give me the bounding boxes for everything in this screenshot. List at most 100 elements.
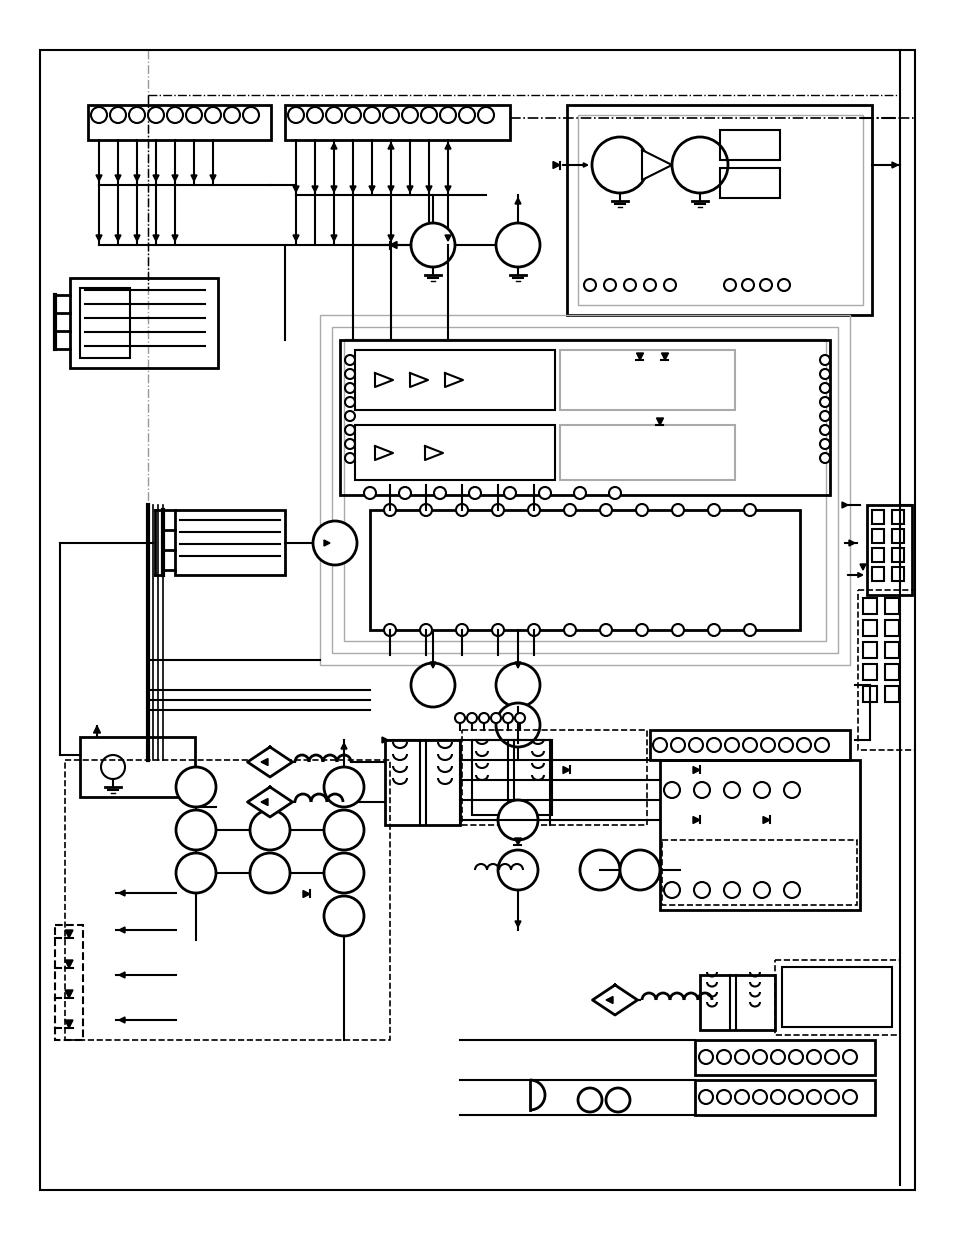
Circle shape <box>324 897 364 936</box>
Circle shape <box>491 713 500 722</box>
Circle shape <box>734 1091 748 1104</box>
Polygon shape <box>388 235 394 241</box>
Polygon shape <box>119 1016 125 1023</box>
Bar <box>649 730 849 760</box>
Bar <box>884 664 898 680</box>
Bar <box>891 529 903 543</box>
Circle shape <box>313 521 356 564</box>
Bar <box>720 130 780 161</box>
Circle shape <box>742 739 757 752</box>
Polygon shape <box>261 758 268 766</box>
Circle shape <box>599 504 612 516</box>
Circle shape <box>496 663 539 706</box>
Circle shape <box>205 107 221 124</box>
Bar <box>862 620 876 636</box>
Bar <box>720 168 780 198</box>
Polygon shape <box>331 143 336 149</box>
Bar <box>559 350 734 410</box>
Bar <box>891 510 903 524</box>
Bar <box>285 105 510 140</box>
Polygon shape <box>692 816 700 824</box>
Circle shape <box>250 853 290 893</box>
Circle shape <box>820 425 829 435</box>
Circle shape <box>770 1050 784 1065</box>
Circle shape <box>129 107 145 124</box>
Polygon shape <box>388 186 394 191</box>
Polygon shape <box>172 235 178 241</box>
Circle shape <box>224 107 240 124</box>
Circle shape <box>723 782 740 798</box>
Circle shape <box>663 782 679 798</box>
Polygon shape <box>859 564 865 571</box>
Circle shape <box>469 487 480 499</box>
Bar <box>862 664 876 680</box>
Polygon shape <box>660 353 668 359</box>
Circle shape <box>783 882 800 898</box>
Polygon shape <box>65 930 73 939</box>
Circle shape <box>345 369 355 379</box>
Circle shape <box>243 107 258 124</box>
Circle shape <box>563 624 576 636</box>
Circle shape <box>384 504 395 516</box>
Polygon shape <box>381 737 388 743</box>
Bar <box>55 925 83 1040</box>
Circle shape <box>324 853 364 893</box>
Bar <box>566 105 871 315</box>
Polygon shape <box>553 162 559 168</box>
Circle shape <box>820 354 829 366</box>
Circle shape <box>623 279 636 291</box>
Circle shape <box>458 107 475 124</box>
Polygon shape <box>515 662 520 668</box>
Polygon shape <box>762 816 769 824</box>
Circle shape <box>345 411 355 421</box>
Circle shape <box>693 882 709 898</box>
Polygon shape <box>119 927 125 932</box>
Polygon shape <box>692 767 700 773</box>
Circle shape <box>723 882 740 898</box>
Polygon shape <box>119 890 125 897</box>
Circle shape <box>741 279 753 291</box>
Circle shape <box>419 504 432 516</box>
Circle shape <box>796 739 810 752</box>
Circle shape <box>434 487 446 499</box>
Circle shape <box>384 624 395 636</box>
Bar <box>781 967 891 1028</box>
Circle shape <box>717 1050 730 1065</box>
Polygon shape <box>312 186 317 191</box>
Circle shape <box>820 383 829 393</box>
Circle shape <box>345 425 355 435</box>
Circle shape <box>820 453 829 463</box>
Circle shape <box>478 713 489 722</box>
Circle shape <box>753 782 769 798</box>
Circle shape <box>574 487 585 499</box>
Polygon shape <box>848 540 854 546</box>
Circle shape <box>706 739 720 752</box>
Bar <box>695 1079 874 1115</box>
Polygon shape <box>115 235 121 241</box>
Circle shape <box>364 107 379 124</box>
Bar <box>559 425 734 480</box>
Circle shape <box>538 487 551 499</box>
Circle shape <box>636 624 647 636</box>
Bar <box>80 288 130 358</box>
Polygon shape <box>841 501 847 508</box>
Bar <box>174 510 285 576</box>
Bar <box>884 598 898 614</box>
Bar <box>871 567 883 580</box>
Polygon shape <box>514 839 521 845</box>
Circle shape <box>563 504 576 516</box>
Circle shape <box>779 739 792 752</box>
Polygon shape <box>515 921 520 927</box>
Polygon shape <box>65 1020 73 1028</box>
Circle shape <box>401 107 417 124</box>
Polygon shape <box>891 162 897 168</box>
Circle shape <box>419 624 432 636</box>
Bar <box>461 730 646 825</box>
Circle shape <box>497 850 537 890</box>
Bar <box>578 115 862 305</box>
Polygon shape <box>636 353 643 359</box>
Circle shape <box>699 1050 712 1065</box>
Bar <box>88 105 271 140</box>
Polygon shape <box>375 446 393 459</box>
Polygon shape <box>375 373 393 387</box>
